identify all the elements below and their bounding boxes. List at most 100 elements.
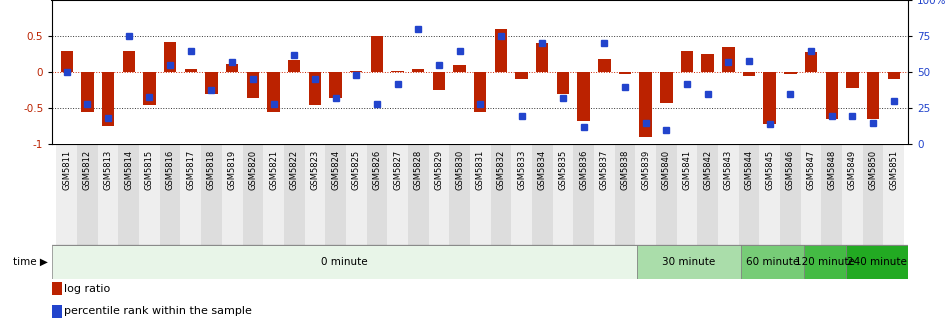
Text: GSM5816: GSM5816 (165, 150, 175, 190)
Bar (350, 71, 362, 72)
Bar (98, 144, 119, 245)
Bar (366, 144, 387, 245)
Bar (243, 144, 263, 245)
Text: GSM5828: GSM5828 (414, 150, 423, 190)
Text: GSM5820: GSM5820 (248, 150, 258, 190)
Text: GSM5832: GSM5832 (496, 150, 505, 190)
Bar (139, 144, 160, 245)
Bar (718, 144, 739, 245)
Bar (325, 144, 346, 245)
Bar (309, 72, 321, 105)
Bar (119, 144, 139, 245)
Bar (470, 144, 491, 245)
Bar (598, 59, 611, 72)
Text: GSM5835: GSM5835 (558, 150, 568, 190)
Bar (184, 69, 197, 72)
Text: GSM5823: GSM5823 (310, 150, 320, 190)
Bar (81, 72, 93, 112)
Bar (429, 144, 449, 245)
Bar (102, 72, 114, 126)
Text: GSM5811: GSM5811 (62, 150, 71, 190)
Bar (883, 144, 904, 245)
Bar (702, 54, 714, 72)
Bar (536, 43, 549, 72)
Text: GSM5822: GSM5822 (290, 150, 299, 190)
Bar (226, 64, 239, 72)
Bar (474, 72, 487, 112)
Text: GSM5817: GSM5817 (186, 150, 195, 190)
Text: GSM5815: GSM5815 (145, 150, 154, 190)
Text: GSM5849: GSM5849 (848, 150, 857, 190)
Bar (825, 72, 838, 119)
Bar (454, 65, 466, 72)
Bar (614, 144, 635, 245)
Text: GSM5833: GSM5833 (517, 150, 526, 190)
Bar (160, 144, 181, 245)
Bar (52, 282, 62, 295)
Bar (722, 47, 734, 72)
Bar (573, 144, 594, 245)
Bar (867, 72, 880, 119)
Text: GSM5841: GSM5841 (683, 150, 691, 190)
Bar (77, 144, 98, 245)
Bar (202, 144, 222, 245)
Text: 30 minute: 30 minute (663, 257, 716, 267)
Text: GSM5834: GSM5834 (537, 150, 547, 190)
Text: GSM5813: GSM5813 (104, 150, 112, 190)
Bar (577, 72, 590, 121)
Text: GSM5826: GSM5826 (373, 150, 381, 190)
Bar (512, 144, 532, 245)
Text: GSM5842: GSM5842 (703, 150, 712, 190)
Bar (392, 71, 404, 72)
Text: GSM5848: GSM5848 (827, 150, 836, 190)
Text: GSM5851: GSM5851 (889, 150, 899, 190)
Bar (846, 72, 859, 88)
Bar (61, 51, 73, 72)
Bar (804, 245, 845, 279)
Bar (637, 245, 741, 279)
Text: 120 minute: 120 minute (795, 257, 855, 267)
Bar (491, 144, 512, 245)
Bar (56, 144, 77, 245)
Bar (822, 144, 842, 245)
Text: GSM5837: GSM5837 (600, 150, 609, 190)
Bar (371, 36, 383, 72)
Bar (741, 245, 804, 279)
Bar (532, 144, 553, 245)
Text: GSM5850: GSM5850 (868, 150, 878, 190)
Bar (553, 144, 573, 245)
Text: GSM5839: GSM5839 (641, 150, 650, 190)
Bar (329, 72, 341, 97)
Bar (205, 72, 218, 94)
Text: log ratio: log ratio (65, 284, 110, 294)
Text: GSM5819: GSM5819 (227, 150, 237, 190)
Bar (677, 144, 697, 245)
Text: GSM5844: GSM5844 (745, 150, 753, 190)
Bar (387, 144, 408, 245)
Bar (660, 72, 672, 102)
Text: GSM5829: GSM5829 (435, 150, 443, 190)
Bar (495, 29, 507, 72)
Text: GSM5846: GSM5846 (786, 150, 795, 190)
Text: GSM5847: GSM5847 (806, 150, 816, 190)
Bar (346, 144, 366, 245)
Text: GSM5812: GSM5812 (83, 150, 92, 190)
Text: time ▶: time ▶ (12, 257, 48, 267)
Text: percentile rank within the sample: percentile rank within the sample (65, 306, 252, 317)
Bar (594, 144, 614, 245)
Bar (759, 144, 780, 245)
Bar (433, 72, 445, 90)
Bar (801, 144, 822, 245)
Bar (887, 72, 900, 80)
Text: GSM5831: GSM5831 (476, 150, 485, 190)
Bar (283, 144, 304, 245)
Bar (288, 60, 301, 72)
Bar (697, 144, 718, 245)
Text: 240 minute: 240 minute (847, 257, 907, 267)
Bar (412, 69, 424, 72)
Bar (144, 72, 156, 105)
Text: 0 minute: 0 minute (321, 257, 368, 267)
Bar (681, 51, 693, 72)
Bar (449, 144, 470, 245)
Bar (619, 72, 631, 74)
